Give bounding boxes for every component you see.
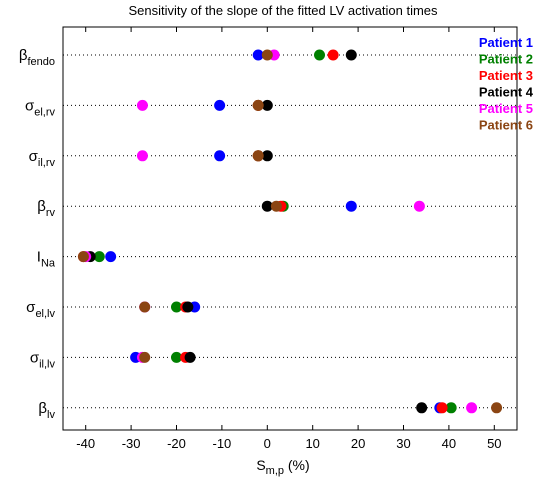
x-tick-label: 0 [264,436,271,451]
x-tick-label: -20 [167,436,186,451]
data-point [270,200,282,212]
data-point [139,301,151,313]
y-tick-label: σel,rv [25,97,56,118]
y-tick-label: βlv [38,400,55,421]
x-tick-label: -30 [122,436,141,451]
y-tick-label: σil,lv [30,349,56,370]
data-point [445,402,457,414]
x-tick-label: 20 [351,436,365,451]
data-point [416,402,428,414]
data-point [252,49,264,61]
y-tick-label: βfendo [19,47,55,68]
legend-entry: Patient 1 [479,35,533,50]
y-tick-labels: βfendo σel,rv σil,rv βrv INa σel,lv σil,lv βlv [19,47,56,421]
data-point [436,402,448,414]
x-tick-labels: -40 -30 -20 -10 0 10 20 30 40 50 [76,27,502,451]
legend-entry: Patient 2 [479,52,533,67]
data-point [466,402,478,414]
data-point [105,251,117,263]
x-tick-label: 30 [396,436,410,451]
data-point [252,99,264,111]
data-point [214,150,226,162]
plot-frame [62,26,518,431]
y-tick-label: σel,lv [26,299,55,320]
chart-title: Sensitivity of the slope of the fitted L… [128,3,438,18]
data-point [327,49,339,61]
data-point [136,150,148,162]
data-point [261,99,273,111]
x-tick-label: 50 [487,436,501,451]
legend-entry: Patient 5 [479,101,533,116]
data-point [93,251,105,263]
data-point [413,200,425,212]
x-tick-label: -10 [213,436,232,451]
data-point [171,351,182,363]
data-point [77,251,89,263]
data-point [491,402,503,414]
data-point [261,150,273,162]
x-axis-label: Sm,p (%) [256,457,309,477]
legend-entry: Patient 6 [479,118,533,133]
data-point [345,49,357,61]
data-point [261,49,273,61]
x-tick-label: 10 [305,436,319,451]
data-point [261,200,273,212]
x-tick-label: 40 [442,436,456,451]
data-point [139,351,151,363]
data-point [214,99,226,111]
data-point [252,150,264,162]
data-point [184,351,196,363]
data-point [314,49,326,61]
legend-entry: Patient 4 [479,85,534,100]
data-point [345,200,357,212]
data-points [77,49,503,414]
y-tick-label: σil,rv [29,148,56,169]
y-tick-label: INa [37,249,56,270]
y-tick-label: βrv [37,198,55,219]
data-point [136,99,148,111]
x-tick-label: -40 [76,436,95,451]
data-point [171,301,182,313]
legend-entry: Patient 3 [479,68,533,83]
data-point [182,301,194,313]
